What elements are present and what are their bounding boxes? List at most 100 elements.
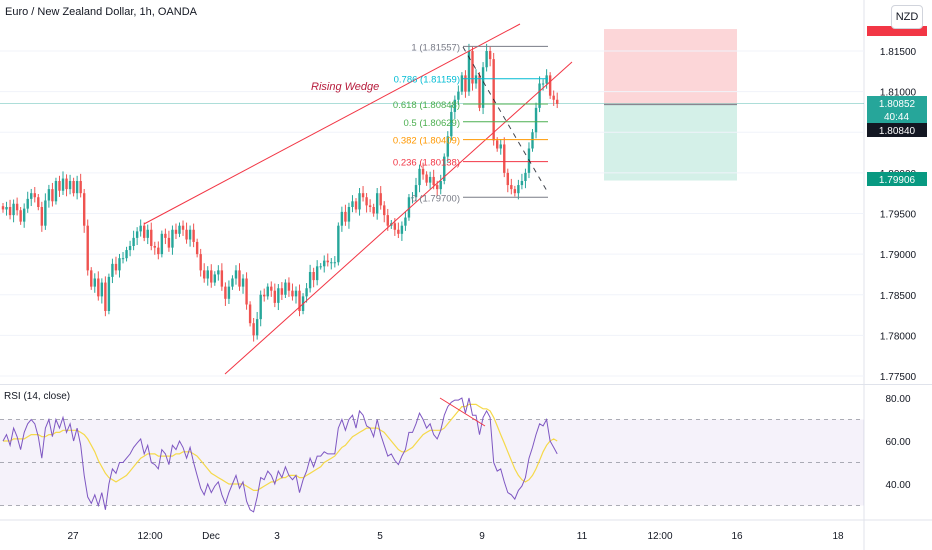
candle-body bbox=[545, 75, 548, 84]
time-tick-label: 27 bbox=[67, 531, 79, 542]
candle-body bbox=[195, 241, 199, 255]
candle-body bbox=[210, 270, 213, 283]
candle-body bbox=[308, 272, 312, 289]
candle-body bbox=[315, 266, 319, 281]
pane-separator[interactable] bbox=[0, 384, 932, 385]
price-tick-label: 1.79500 bbox=[880, 210, 917, 221]
candle-body bbox=[185, 229, 188, 240]
candle-body bbox=[457, 91, 460, 100]
candle-body bbox=[294, 290, 298, 297]
candle-body bbox=[404, 217, 407, 226]
candle-body bbox=[503, 144, 506, 173]
candle-body bbox=[107, 276, 111, 311]
currency-button[interactable]: NZD bbox=[891, 5, 923, 29]
candle-body bbox=[425, 174, 428, 183]
candle-body bbox=[538, 83, 541, 108]
fib-level-label: 0.236 (1.80138) bbox=[393, 158, 460, 169]
countdown-value: 40:44 bbox=[884, 112, 909, 123]
candle-body bbox=[15, 203, 19, 211]
candle-body bbox=[439, 181, 442, 190]
time-axis[interactable]: 27 12:00 Dec 3 5 9 11 12:00 16 18 bbox=[67, 531, 844, 542]
candle-body bbox=[125, 250, 128, 259]
take-profit-zone[interactable] bbox=[604, 104, 737, 181]
rsi-divergence-line[interactable] bbox=[439, 397, 486, 427]
candle-body bbox=[26, 198, 29, 209]
candle-body bbox=[464, 75, 467, 92]
candle-body bbox=[199, 254, 202, 271]
candle-body bbox=[30, 193, 33, 199]
target-price-value: 1.79906 bbox=[879, 175, 916, 186]
candle-body bbox=[40, 207, 44, 226]
candle-body bbox=[435, 185, 439, 190]
candle-body bbox=[220, 270, 224, 287]
target-price-tag bbox=[867, 172, 927, 186]
candle-body bbox=[61, 178, 65, 191]
candle-body bbox=[181, 225, 185, 230]
candle-body bbox=[143, 225, 146, 238]
candle-body bbox=[33, 193, 36, 198]
candle-body bbox=[291, 290, 294, 297]
wedge-lower-line[interactable] bbox=[224, 61, 573, 375]
fib-level-label: 0.382 (1.80409) bbox=[393, 136, 460, 147]
candle-body bbox=[513, 189, 517, 194]
rsi-tick-label: 80.00 bbox=[885, 394, 910, 405]
candle-body bbox=[54, 181, 58, 202]
candle-body bbox=[354, 201, 358, 210]
fib-retracement[interactable]: 1 (1.81557) 0.786 (1.81159) 0.618 (1.80848… bbox=[393, 42, 548, 204]
price-tick-label: 1.81500 bbox=[880, 47, 917, 58]
time-tick-label: 12:00 bbox=[647, 531, 672, 542]
fib-level-label: 1 (1.81557) bbox=[411, 42, 460, 53]
candle-body bbox=[414, 185, 418, 198]
candle-body bbox=[259, 294, 262, 320]
candle-body bbox=[467, 51, 471, 92]
candle-body bbox=[188, 229, 192, 240]
rsi-ma-line bbox=[3, 403, 558, 491]
symbol-title[interactable]: Euro / New Zealand Dollar, 1h, OANDA bbox=[5, 6, 197, 18]
price-tick-label: 1.79000 bbox=[880, 250, 917, 261]
rsi-label[interactable]: RSI (14, close) bbox=[4, 391, 71, 402]
candle-body bbox=[428, 176, 432, 183]
candle-body bbox=[375, 193, 379, 214]
candle-body bbox=[393, 223, 397, 230]
candle-body bbox=[552, 95, 555, 100]
candle-body bbox=[160, 233, 164, 255]
time-tick-label: 3 bbox=[274, 531, 280, 542]
candle-body bbox=[255, 319, 259, 336]
candle-body bbox=[213, 274, 216, 283]
candle-body bbox=[474, 75, 478, 84]
candle-body bbox=[333, 262, 337, 264]
candle-body bbox=[203, 270, 206, 279]
candle-body bbox=[167, 237, 171, 248]
candle-body bbox=[506, 172, 509, 186]
candle-body bbox=[104, 282, 107, 311]
candle-body bbox=[534, 107, 538, 133]
candle-body bbox=[270, 286, 273, 291]
candle-body bbox=[97, 278, 100, 297]
candle-body bbox=[400, 225, 404, 234]
candle-body bbox=[280, 288, 284, 295]
fib-level-label: 0.786 (1.81159) bbox=[394, 75, 460, 86]
candle-body bbox=[478, 75, 481, 108]
stop-loss-zone[interactable] bbox=[604, 29, 737, 105]
candle-body bbox=[411, 197, 414, 199]
wedge-upper-line[interactable] bbox=[143, 23, 521, 225]
candle-body bbox=[340, 211, 344, 226]
candle-body bbox=[206, 270, 209, 279]
candle-body bbox=[421, 168, 425, 175]
candle-body bbox=[347, 207, 351, 222]
candle-body bbox=[238, 270, 241, 287]
candle-body bbox=[128, 246, 132, 251]
candle-body bbox=[450, 111, 453, 137]
rsi-levels bbox=[0, 419, 864, 506]
candle-body bbox=[82, 193, 86, 226]
candle-body bbox=[460, 75, 464, 92]
candle-body bbox=[510, 185, 513, 190]
candle-body bbox=[323, 260, 326, 267]
candle-body bbox=[481, 67, 485, 108]
candle-body bbox=[266, 286, 269, 297]
candle-body bbox=[524, 172, 527, 181]
price-tick-label: 1.77500 bbox=[880, 372, 917, 383]
candle-body bbox=[93, 278, 96, 287]
candle-body bbox=[174, 229, 178, 234]
